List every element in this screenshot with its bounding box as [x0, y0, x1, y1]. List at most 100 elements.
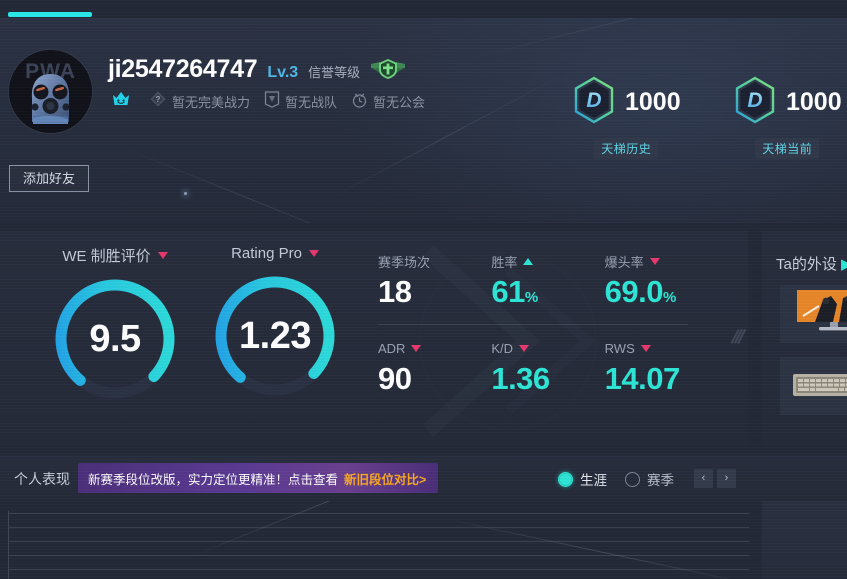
decor-diagonal [469, 18, 847, 59]
badge-guild[interactable]: 暂无公会 [351, 91, 425, 113]
right-column-strip [762, 501, 847, 579]
pager-prev-button[interactable]: ‹ [694, 469, 713, 488]
arrow-down-icon [157, 252, 168, 259]
stat-headshot-unit: % [663, 289, 676, 306]
svg-text:D: D [586, 89, 601, 112]
badge-guild-label: 暂无公会 [373, 95, 426, 110]
stat-kd-label-row: K/D [491, 340, 604, 356]
profile-badge-row: ? 暂无完美战力 暂无战队 暂无公会 [112, 90, 439, 113]
top-accent-bar [8, 12, 92, 17]
stat-grid: 赛季场次 18 胜率 61% [378, 253, 718, 394]
stat-headshot[interactable]: 爆头率 69.0% [604, 253, 718, 309]
crown-smile-icon [112, 90, 130, 113]
badge-team[interactable]: 暂无战队 [264, 90, 338, 113]
stat-kd-value: 1.36 [491, 361, 550, 396]
team-flag-icon [264, 90, 280, 113]
scope-radio-group: 生涯 赛季 [558, 469, 674, 489]
gear-item-keyboard[interactable]: 键 [780, 357, 847, 415]
stat-kd[interactable]: K/D 1.36 [491, 340, 604, 396]
gauge-we-title-row[interactable]: WE 制胜评价 [62, 245, 168, 266]
stat-headshot-value: 69.0% [604, 274, 677, 309]
honor-level-label: 信誉等级 [308, 65, 361, 80]
chart-gridline [9, 541, 749, 542]
decor-diagonal [188, 501, 468, 558]
gear-panel-title-text: Ta的外设 [776, 256, 837, 273]
gauge-we-value: 9.5 [89, 317, 141, 360]
gear-item-monitor[interactable] [780, 285, 847, 343]
add-friend-button[interactable]: 添加好友 [9, 165, 89, 192]
stat-matches-label-row: 赛季场次 [378, 253, 491, 270]
radio-career[interactable]: 生涯 [558, 469, 607, 489]
decor-slashes: /// [728, 327, 746, 348]
arrow-down-icon [411, 344, 422, 352]
ladder-rank-icon: D [733, 76, 777, 129]
arrow-down-icon [640, 344, 651, 352]
pagination: ‹ › [694, 469, 736, 488]
ladder-history-score: 1000 [625, 88, 681, 116]
stat-row-top: 赛季场次 18 胜率 61% [378, 253, 718, 309]
gauge-rating-value: 1.23 [239, 314, 311, 357]
arrow-down-icon [519, 344, 529, 352]
promo-link[interactable]: 新旧段位对比> [344, 472, 427, 487]
arrow-down-icon [649, 257, 660, 265]
stat-matches-label: 赛季场次 [378, 254, 431, 270]
player-identity-row: ji2547264747 Lv.3 信誉等级 [108, 55, 406, 82]
radio-season-dot [625, 471, 640, 487]
badge-crown-smile[interactable] [112, 90, 135, 113]
promo-text: 新赛季段位改版，实力定位更精准！点击查看 [88, 472, 339, 487]
ladder-current-block: D 1000 天梯当前 [733, 76, 842, 159]
monitor-icon [797, 290, 847, 331]
stat-rws-label-row: RWS [605, 340, 718, 356]
pager-next-button[interactable]: › [717, 469, 736, 488]
gauge-we-label: WE 制胜评价 [62, 248, 151, 265]
performance-bar: 个人表现 新赛季段位改版，实力定位更精准！点击查看 新旧段位对比> 生涯 赛季 … [0, 455, 847, 501]
ladder-rank-icon: D [572, 76, 616, 129]
stat-rws[interactable]: RWS 14.07 [604, 340, 718, 396]
gear-panel-title: Ta的外设 ▶ [776, 253, 847, 274]
ladder-history-block: D 1000 天梯历史 [572, 76, 681, 159]
stat-headshot-label: 爆头率 [604, 254, 644, 270]
stat-winrate-label-row: 胜率 [491, 253, 604, 270]
svg-text:D: D [747, 89, 762, 112]
chart-plot [8, 501, 772, 579]
badge-team-label: 暂无战队 [285, 95, 338, 110]
badge-power-label: 暂无完美战力 [172, 95, 251, 110]
chevron-right-icon[interactable]: ▶ [841, 256, 847, 273]
performance-chart-area [0, 501, 847, 579]
stat-adr-value: 90 [378, 361, 412, 396]
winged-shield-icon [370, 58, 406, 85]
stat-winrate[interactable]: 胜率 61% [491, 253, 604, 309]
chart-gridline [9, 569, 749, 570]
stat-winrate-unit: % [524, 289, 538, 306]
stat-winrate-value: 61% [491, 274, 538, 309]
guild-clock-icon [351, 91, 368, 113]
profile-header [0, 18, 847, 223]
decor-diagonal [119, 146, 399, 223]
arrow-down-icon [308, 250, 319, 257]
radio-career-dot [558, 471, 573, 487]
stat-winrate-label: 胜率 [491, 254, 518, 270]
svg-text:PWA: PWA [25, 60, 76, 83]
chart-gridline [9, 555, 749, 556]
svg-text:?: ? [156, 95, 161, 104]
radio-career-label: 生涯 [580, 473, 607, 488]
player-level: Lv.3 [267, 64, 299, 81]
player-name: ji2547264747 [108, 55, 258, 83]
stat-kd-label: K/D [491, 340, 513, 356]
stat-adr[interactable]: ADR 90 [378, 340, 491, 394]
stat-rws-label: RWS [604, 340, 635, 356]
badge-power[interactable]: ? 暂无完美战力 [149, 90, 250, 113]
stat-rws-value: 14.07 [604, 361, 681, 396]
stats-panel: /// WE 制胜评价 [0, 231, 748, 445]
avatar[interactable]: PWA [9, 50, 92, 133]
gear-panel: Ta的外设 ▶ [762, 231, 847, 445]
promo-banner[interactable]: 新赛季段位改版，实力定位更精准！点击查看 新旧段位对比> [78, 463, 439, 493]
stat-divider [378, 324, 688, 325]
decor-glow-dot [184, 192, 187, 195]
keyboard-icon [793, 374, 847, 396]
radio-season-label: 赛季 [647, 473, 674, 488]
ladder-current-score: 1000 [786, 88, 842, 116]
radio-season[interactable]: 赛季 [625, 469, 674, 489]
gauge-rating-title-row[interactable]: Rating Pro [231, 245, 319, 262]
